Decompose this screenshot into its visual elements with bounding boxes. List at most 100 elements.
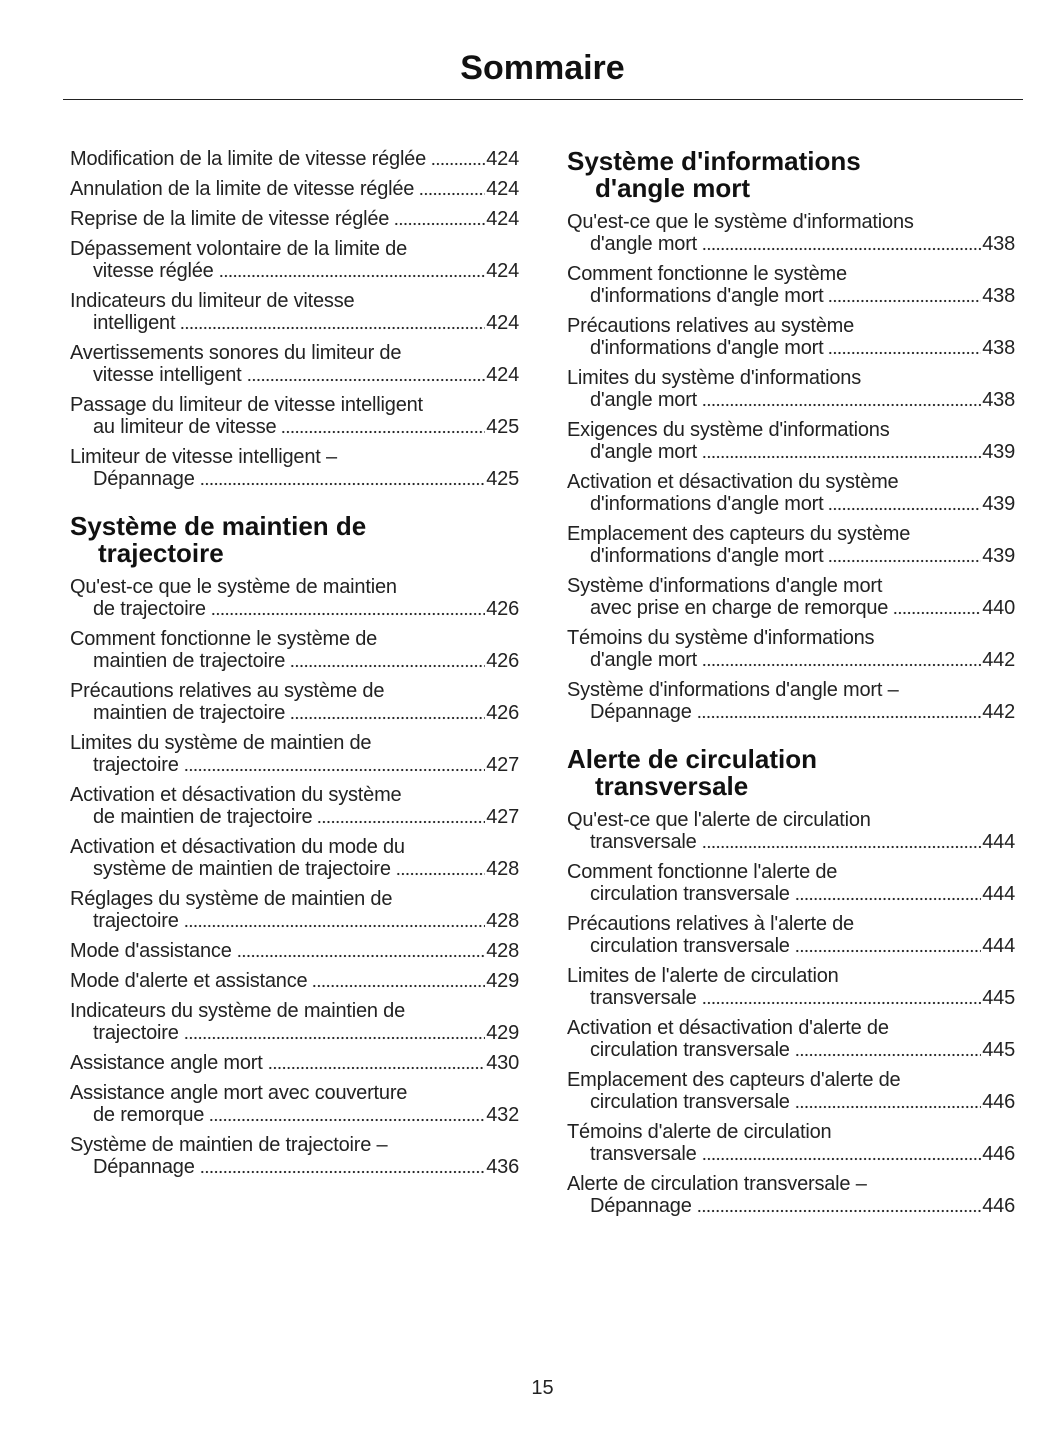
- dot-leader: [394, 208, 486, 230]
- heading-line: d'angle mort: [595, 173, 750, 203]
- entry-row: Annulation de la limite de vitesse réglé…: [70, 178, 519, 200]
- entry-line: Témoins du système d'informations: [567, 627, 875, 649]
- entry-line: Passage du limiteur de vitesse intellige…: [70, 394, 423, 416]
- section: Système de maintien de trajectoire Qu'est-…: [70, 513, 519, 1178]
- entry-tail: 439: [697, 441, 1015, 463]
- toc-entry: Comment fonctionne le système de maintien…: [70, 628, 519, 672]
- entry-tail: 438: [823, 337, 1015, 359]
- dot-leader: [209, 1104, 486, 1126]
- section: Modification de la limite de vitesse rég…: [70, 148, 519, 490]
- toc-entry: Limites de l'alerte de circulation transv…: [567, 965, 1015, 1009]
- entry-tail: 428: [391, 858, 519, 880]
- entry-tail: 440: [888, 597, 1015, 619]
- entry-tail: 445: [790, 1039, 1015, 1061]
- entry-row: vitesse intelligent 424: [70, 364, 519, 386]
- entry-row: trajectoire 428: [70, 910, 519, 932]
- page-ref: 425: [486, 468, 519, 490]
- dot-leader: [183, 754, 486, 776]
- entry-line: Comment fonctionne le système: [567, 263, 847, 285]
- entry-row: d'informations d'angle mort 439: [567, 545, 1015, 567]
- entry-line: Précautions relatives au système de: [70, 680, 385, 702]
- entry-line: Témoins d'alerte de circulation: [567, 1121, 832, 1143]
- entry-tail: 426: [285, 702, 519, 724]
- toc-entry: Assistance angle mort avec couverture de …: [70, 1082, 519, 1126]
- entry-line: trajectoire: [93, 1022, 179, 1044]
- entry-row: intelligent 424: [70, 312, 519, 334]
- dot-leader: [431, 148, 486, 170]
- page-ref: 444: [982, 935, 1015, 957]
- toc-entry: Modification de la limite de vitesse rég…: [70, 148, 519, 170]
- entry-line: Annulation de la limite de vitesse réglé…: [70, 178, 415, 200]
- page-ref: 442: [982, 701, 1015, 723]
- toc-entry: Annulation de la limite de vitesse réglé…: [70, 178, 519, 200]
- entry-line: Alerte de circulation transversale –: [567, 1173, 867, 1195]
- toc-entry: Activation et désactivation du système d'…: [567, 471, 1015, 515]
- dot-leader: [828, 493, 982, 515]
- heading-line: transversale: [595, 771, 749, 801]
- dot-leader: [236, 940, 486, 962]
- dot-leader: [395, 858, 486, 880]
- page-ref: 429: [486, 1022, 519, 1044]
- page-title: Sommaire: [460, 49, 625, 87]
- entry-line: Précautions relatives au système: [567, 315, 855, 337]
- entry-line: Mode d'alerte et assistance: [70, 970, 308, 992]
- dot-leader: [702, 233, 982, 255]
- section-heading: Alerte de circulation transversale: [567, 746, 1015, 800]
- section: Système d'informations d'angle mort Qu'est…: [567, 148, 1015, 723]
- dot-leader: [828, 337, 982, 359]
- entry-line: transversale: [590, 987, 697, 1009]
- dot-leader: [210, 598, 486, 620]
- toc-entry: Système de maintien de trajectoire – Dépa…: [70, 1134, 519, 1178]
- page-ref: 428: [486, 858, 519, 880]
- page-ref: 438: [982, 389, 1015, 411]
- dot-leader: [701, 1143, 982, 1165]
- entry-line: de maintien de trajectoire: [93, 806, 313, 828]
- dot-leader: [701, 831, 982, 853]
- entry-line: Indicateurs du système de maintien de: [70, 1000, 406, 1022]
- entry-line: Précautions relatives à l'alerte de: [567, 913, 854, 935]
- toc-entry: Emplacement des capteurs d'alerte de circ…: [567, 1069, 1015, 1113]
- dot-leader: [290, 650, 486, 672]
- entry-row: maintien de trajectoire 426: [70, 702, 519, 724]
- entry-line: Avertissements sonores du limiteur de: [70, 342, 402, 364]
- entry-line: Activation et désactivation du système: [70, 784, 402, 806]
- entry-row: de trajectoire 426: [70, 598, 519, 620]
- entry-line: Activation et désactivation d'alerte de: [567, 1017, 889, 1039]
- entry-tail: 429: [179, 1022, 519, 1044]
- entry-row: de maintien de trajectoire 427: [70, 806, 519, 828]
- toc-entry: Qu'est-ce que l'alerte de circulation tra…: [567, 809, 1015, 853]
- toc-entry: Précautions relatives à l'alerte de circu…: [567, 913, 1015, 957]
- entry-tail: 442: [692, 701, 1015, 723]
- entry-line: Assistance angle mort: [70, 1052, 263, 1074]
- heading-line: Système de maintien de: [70, 511, 367, 541]
- entry-line: de trajectoire: [93, 598, 206, 620]
- entry-tail: 439: [823, 493, 1015, 515]
- entry-line: d'informations d'angle mort: [590, 493, 824, 515]
- entry-line: Emplacement des capteurs d'alerte de: [567, 1069, 901, 1091]
- entry-line: Système d'informations d'angle mort: [567, 575, 883, 597]
- toc-entry: Comment fonctionne le système d'informati…: [567, 263, 1015, 307]
- entry-line: transversale: [590, 1143, 697, 1165]
- entry-line: Qu'est-ce que l'alerte de circulation: [567, 809, 871, 831]
- entry-line: Reprise de la limite de vitesse réglée: [70, 208, 390, 230]
- toc-entry: Qu'est-ce que le système de maintien de t…: [70, 576, 519, 620]
- dot-leader: [828, 285, 982, 307]
- entry-line: Activation et désactivation du mode du: [70, 836, 405, 858]
- dot-leader: [794, 1039, 982, 1061]
- entry-tail: 424: [242, 364, 519, 386]
- entry-line: d'informations d'angle mort: [590, 285, 824, 307]
- dot-leader: [290, 702, 486, 724]
- entry-line: Dépannage: [590, 701, 692, 723]
- entry-tail: 444: [697, 831, 1015, 853]
- page-ref: 425: [486, 416, 519, 438]
- entry-line: Limites de l'alerte de circulation: [567, 965, 839, 987]
- entry-line: Activation et désactivation du système: [567, 471, 899, 493]
- toc-entry: Réglages du système de maintien de trajec…: [70, 888, 519, 932]
- entry-row: au limiteur de vitesse 425: [70, 416, 519, 438]
- toc-entry: Limites du système d'informations d'angle…: [567, 367, 1015, 411]
- page-ref: 445: [982, 987, 1015, 1009]
- entry-tail: 427: [179, 754, 519, 776]
- entry-line: Exigences du système d'informations: [567, 419, 890, 441]
- entry-row: d'angle mort 442: [567, 649, 1015, 671]
- page-ref: 426: [486, 650, 519, 672]
